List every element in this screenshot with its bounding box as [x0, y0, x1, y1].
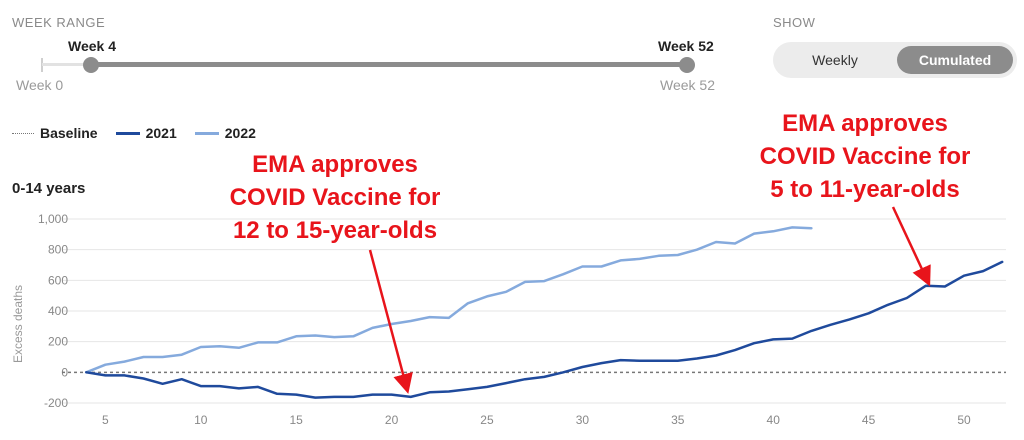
- annotation-2-line-2: COVID Vaccine for: [759, 143, 971, 170]
- x-tick-label: 25: [480, 413, 494, 427]
- annotation-2-line-1: EMA approves: [782, 110, 948, 137]
- x-tick-label: 5: [102, 413, 109, 427]
- x-tick-label: 20: [385, 413, 399, 427]
- range-start-handle[interactable]: [83, 57, 99, 73]
- x-tick-label: 10: [194, 413, 208, 427]
- x-axis-ticks: 5 10 15 20 25 30 35 40 45 50: [102, 413, 971, 427]
- y-tick-label: 200: [48, 335, 68, 349]
- legend-item-2022: 2022: [194, 125, 256, 141]
- x-tick-label: 35: [671, 413, 685, 427]
- annotation-1-line-1: EMA approves: [252, 151, 418, 178]
- y-tick-label: -200: [44, 396, 68, 410]
- legend-item-baseline: Baseline: [12, 125, 98, 141]
- legend-swatch-baseline: [12, 132, 34, 134]
- annotation-vaccine-5-11: EMA approves COVID Vaccine for 5 to 11-y…: [740, 107, 990, 206]
- y-tick-label: 600: [48, 273, 68, 287]
- chart-title: 0-14 years: [12, 180, 86, 197]
- series-line-2021: [85, 260, 1004, 399]
- range-start-value: Week 4: [68, 38, 116, 54]
- legend-item-2021: 2021: [115, 125, 177, 141]
- annotation-1-line-3: 12 to 15-year-olds: [232, 217, 438, 244]
- annotation-1-line-2: COVID Vaccine for: [229, 184, 441, 211]
- series-line-2022: [85, 226, 813, 374]
- toggle-cumulated-button[interactable]: Cumulated: [897, 46, 1013, 74]
- legend-label-baseline: Baseline: [40, 125, 98, 141]
- annotation-vaccine-12-15: EMA approves COVID Vaccine for 12 to 15-…: [210, 148, 460, 247]
- week-range-caption: WEEK RANGE: [12, 15, 106, 30]
- series-lines: [85, 226, 1004, 399]
- x-tick-label: 15: [289, 413, 303, 427]
- legend-swatch-2021: [115, 131, 140, 135]
- view-toggle[interactable]: Weekly Cumulated: [773, 42, 1017, 78]
- range-selected-track[interactable]: [91, 62, 687, 67]
- show-caption: SHOW: [773, 15, 816, 30]
- x-tick-label: 40: [767, 413, 781, 427]
- range-min-label: Week 0: [16, 77, 64, 93]
- annotation-2-line-3: 5 to 11-year-olds: [770, 176, 960, 203]
- y-tick-label: 800: [48, 243, 68, 257]
- x-tick-label: 45: [862, 413, 876, 427]
- y-axis-label: Excess deaths: [11, 285, 25, 363]
- legend-swatch-2022: [194, 131, 219, 135]
- toggle-weekly-button[interactable]: Weekly: [812, 52, 858, 68]
- legend-label-2021: 2021: [145, 125, 177, 141]
- range-max-label: Week 52: [660, 77, 715, 93]
- range-end-handle[interactable]: [679, 57, 695, 73]
- annotation-2-arrow: [891, 206, 931, 287]
- y-tick-label: 400: [48, 304, 68, 318]
- x-tick-label: 30: [576, 413, 590, 427]
- annotation-1-arrow: [368, 249, 413, 394]
- x-tick-label: 50: [957, 413, 971, 427]
- y-tick-label: 1,000: [38, 212, 68, 226]
- legend-label-2022: 2022: [224, 125, 256, 141]
- range-end-value: Week 52: [658, 38, 714, 54]
- chart-legend: Baseline 2021 2022: [12, 125, 256, 141]
